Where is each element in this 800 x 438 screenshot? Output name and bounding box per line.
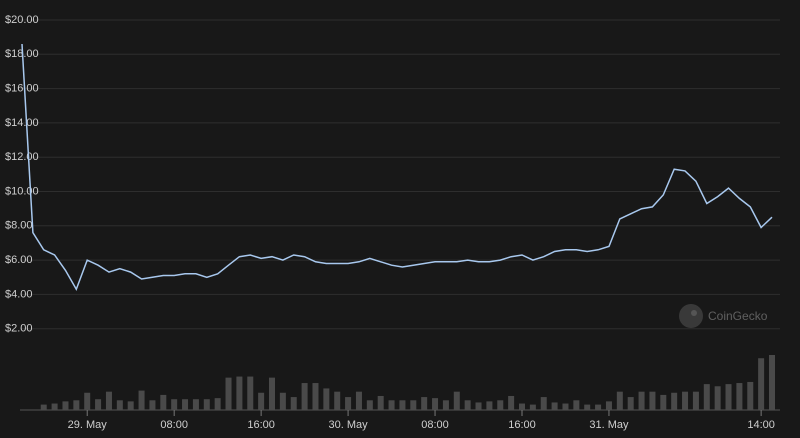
- volume-bar: [725, 384, 732, 410]
- volume-bar: [649, 391, 656, 410]
- volume-bar: [638, 391, 645, 410]
- y-tick-label: $4.00: [5, 288, 33, 300]
- volume-bar: [671, 392, 678, 410]
- volume-bar: [529, 404, 536, 410]
- volume-bar: [627, 397, 634, 410]
- volume-bar: [682, 391, 689, 410]
- volume-bar: [486, 401, 493, 410]
- volume-bar: [421, 397, 428, 410]
- volume-bar: [453, 391, 460, 410]
- volume-bar: [703, 384, 710, 410]
- x-tick-label: 30. May: [329, 419, 369, 431]
- volume-bar: [366, 400, 373, 410]
- volume-bar: [62, 401, 69, 410]
- volume-bar: [290, 397, 297, 410]
- volume-bar: [203, 399, 210, 410]
- watermark: CoinGecko: [679, 304, 768, 328]
- volume-bar: [399, 400, 406, 410]
- volume-bar: [116, 400, 123, 410]
- volume-bar: [562, 403, 569, 410]
- y-tick-label: $6.00: [5, 254, 33, 266]
- volume-bar: [247, 376, 254, 410]
- volume-bar: [584, 404, 591, 410]
- y-tick-label: $18.00: [5, 48, 39, 60]
- x-tick-label: 29. May: [68, 419, 108, 431]
- volume-bar: [508, 395, 515, 410]
- volume-bar: [105, 391, 112, 410]
- volume-bar: [692, 391, 699, 410]
- volume-bar: [540, 397, 547, 410]
- volume-bar: [595, 404, 602, 410]
- volume-bar: [605, 401, 612, 410]
- volume-bar: [388, 400, 395, 410]
- volume-bar: [236, 376, 243, 410]
- volume-bar: [127, 401, 134, 410]
- y-tick-label: $20.00: [5, 14, 39, 26]
- y-tick-label: $16.00: [5, 83, 39, 95]
- volume-bar: [660, 394, 667, 410]
- volume-bar: [171, 399, 178, 410]
- volume-bar: [258, 392, 265, 410]
- volume-bar: [551, 402, 558, 410]
- x-tick-label: 31. May: [589, 419, 629, 431]
- volume-bar: [769, 355, 775, 410]
- volume-bar: [432, 398, 439, 410]
- volume-bar: [475, 402, 482, 410]
- volume-bar: [182, 399, 189, 410]
- volume-bar: [442, 400, 449, 410]
- volume-bar: [138, 390, 145, 410]
- volume-bar: [192, 399, 199, 410]
- volume-bar: [51, 403, 58, 410]
- volume-bar: [269, 377, 275, 410]
- volume-bar: [73, 400, 80, 410]
- volume-bar: [149, 400, 156, 410]
- volume-bar: [758, 358, 765, 410]
- watermark-text: CoinGecko: [708, 309, 768, 323]
- x-tick-label: 14:00: [747, 419, 775, 431]
- volume-bar: [160, 394, 167, 410]
- volume-bar: [345, 397, 352, 410]
- x-tick-label: 16:00: [508, 419, 536, 431]
- volume-bar: [84, 392, 91, 410]
- volume-bar: [519, 403, 525, 410]
- volume-bar: [225, 377, 232, 410]
- volume-bar: [279, 392, 286, 410]
- y-tick-label: $12.00: [5, 151, 39, 163]
- volume-bar: [464, 400, 471, 410]
- volume-bar: [214, 398, 221, 410]
- volume-bar: [355, 391, 362, 410]
- price-line: [21, 43, 773, 292]
- volume-bar: [497, 400, 504, 410]
- volume-bar: [323, 388, 330, 410]
- volume-bar: [573, 400, 580, 410]
- volume-bar: [95, 399, 102, 410]
- volume-bar: [714, 386, 721, 410]
- y-tick-label: $8.00: [5, 220, 33, 232]
- volume-bar: [301, 383, 308, 410]
- volume-bar: [410, 400, 417, 410]
- x-tick-label: 16:00: [247, 419, 275, 431]
- volume-bar: [616, 391, 623, 410]
- volume-bar: [736, 383, 743, 410]
- y-tick-label: $10.00: [5, 185, 39, 197]
- volume-bar: [40, 404, 47, 410]
- y-tick-label: $2.00: [5, 323, 33, 335]
- x-tick-label: 08:00: [160, 419, 188, 431]
- x-tick-label: 08:00: [421, 419, 449, 431]
- y-tick-label: $14.00: [5, 117, 39, 129]
- volume-bar: [334, 391, 341, 410]
- volume-bar: [377, 395, 384, 410]
- volume-bar: [747, 381, 754, 410]
- volume-bar: [312, 383, 319, 410]
